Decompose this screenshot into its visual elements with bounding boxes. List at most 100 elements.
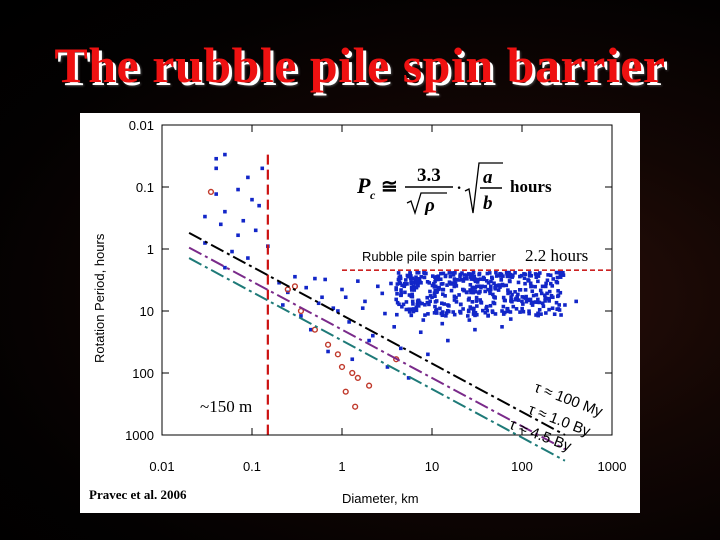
asteroid-point <box>409 294 414 299</box>
asteroid-point <box>509 299 513 303</box>
asteroid-point <box>250 197 254 202</box>
asteroid-point <box>508 317 513 321</box>
asteroid-point <box>481 308 485 313</box>
asteroid-point <box>218 222 223 227</box>
asteroid-point <box>549 294 554 298</box>
asteroid-point <box>501 274 505 278</box>
asteroid-point <box>513 290 517 294</box>
asteroid-point <box>481 275 486 280</box>
asteroid-point <box>543 284 548 289</box>
asteroid-point <box>428 289 432 294</box>
asteroid-point <box>540 301 545 306</box>
asteroid-point <box>394 297 398 302</box>
asteroid-point <box>436 277 440 282</box>
asteroid-point <box>214 156 218 161</box>
asteroid-point <box>440 301 444 306</box>
plot-frame <box>161 124 613 436</box>
asteroid-point <box>547 307 551 312</box>
binary-point <box>311 326 319 333</box>
asteroid-point <box>494 270 498 275</box>
asteroid-point <box>561 270 565 275</box>
asteroid-point <box>536 297 540 302</box>
asteroid-point <box>522 276 527 281</box>
asteroid-point <box>502 310 507 315</box>
asteroid-point <box>416 298 421 303</box>
asteroid-point <box>214 166 218 171</box>
asteroid-point <box>547 289 552 294</box>
asteroid-point <box>543 296 547 300</box>
asteroid-point <box>422 270 427 275</box>
asteroid-point <box>320 295 324 300</box>
asteroid-point <box>536 313 541 318</box>
asteroid-point <box>561 273 566 277</box>
x-tick-label: 10 <box>425 459 439 474</box>
asteroid-point <box>432 281 436 286</box>
asteroid-point <box>535 300 539 305</box>
asteroid-point <box>430 274 435 278</box>
asteroid-point <box>548 273 553 278</box>
asteroid-point <box>457 293 461 297</box>
asteroid-point <box>531 293 536 298</box>
asteroid-point <box>445 283 449 287</box>
asteroid-point <box>433 279 437 284</box>
asteroid-point <box>505 274 510 279</box>
asteroid-point <box>323 277 327 282</box>
asteroid-point <box>545 291 549 296</box>
asteroid-point <box>464 290 469 294</box>
asteroid-point <box>454 295 458 300</box>
asteroid-point <box>468 305 473 309</box>
y-tick-label: 1 <box>147 242 154 257</box>
asteroid-point <box>411 286 416 290</box>
asteroid-point <box>410 299 415 304</box>
asteroid-point <box>486 313 490 318</box>
asteroid-point <box>416 304 421 308</box>
asteroid-point <box>400 283 404 288</box>
asteroid-point <box>494 274 499 278</box>
asteroid-point <box>230 249 234 254</box>
chart-panel: 0.01 0.1 1 10 100 1000 0.01 0.1 1 10 100 1000 P c ≅… <box>80 113 640 513</box>
asteroid-point <box>293 274 297 279</box>
asteroid-point <box>458 309 462 314</box>
asteroid-point <box>485 304 489 309</box>
asteroid-point <box>499 278 504 282</box>
asteroid-point <box>466 272 471 276</box>
tau-45by-line <box>188 257 566 462</box>
asteroid-point <box>541 304 546 309</box>
asteroid-point <box>473 279 478 284</box>
asteroid-point <box>465 273 469 277</box>
asteroid-point <box>452 298 457 302</box>
asteroid-point <box>376 284 380 289</box>
asteroid-point <box>425 300 430 305</box>
asteroid-point <box>485 308 490 313</box>
asteroid-point <box>340 287 344 292</box>
asteroid-point <box>563 303 567 307</box>
asteroid-point <box>457 278 461 282</box>
asteroid-point <box>518 274 522 279</box>
asteroid-point <box>411 302 415 306</box>
asteroid-point <box>497 283 501 287</box>
binary-point <box>291 283 299 290</box>
asteroid-point <box>537 300 542 305</box>
asteroid-point <box>476 277 480 282</box>
asteroid-point <box>360 306 365 310</box>
asteroid-point <box>477 272 481 277</box>
asteroid-point <box>478 289 482 294</box>
asteroid-point <box>495 283 500 288</box>
asteroid-point <box>534 275 539 279</box>
x-tick-label: 100 <box>511 459 533 474</box>
formula-denominator: ρ <box>424 195 435 216</box>
asteroid-point <box>299 314 303 318</box>
asteroid-point <box>475 312 479 317</box>
asteroid-point <box>516 298 521 302</box>
asteroid-point <box>426 352 430 357</box>
asteroid-point <box>505 307 509 311</box>
asteroid-point <box>392 325 396 329</box>
asteroid-point <box>556 293 561 298</box>
asteroid-point <box>454 300 459 304</box>
asteroid-point <box>479 301 484 305</box>
tau-100my-line <box>188 232 566 436</box>
asteroid-point <box>473 290 478 294</box>
asteroid-point <box>399 293 403 298</box>
asteroid-point <box>527 271 532 275</box>
asteroid-point <box>236 187 240 192</box>
